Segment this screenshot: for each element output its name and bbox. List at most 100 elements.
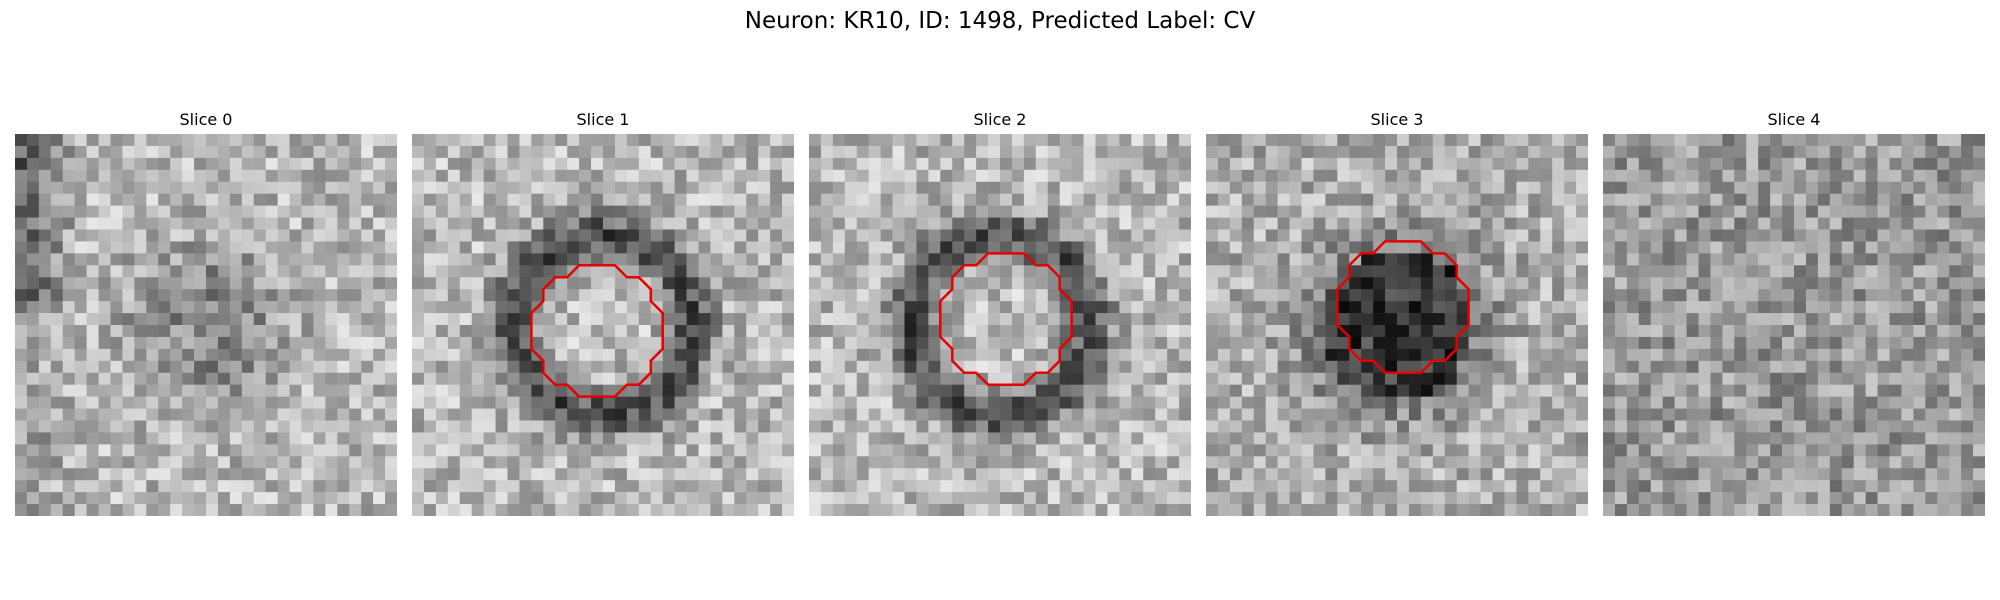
image-pixel bbox=[1444, 289, 1457, 302]
image-pixel bbox=[1011, 396, 1025, 409]
image-pixel bbox=[1552, 145, 1565, 159]
image-pixel bbox=[86, 372, 99, 385]
image-pixel bbox=[1973, 348, 1985, 362]
image-pixel bbox=[1011, 480, 1025, 493]
image-pixel bbox=[471, 205, 484, 218]
image-pixel bbox=[531, 480, 544, 493]
image-pixel bbox=[459, 253, 472, 266]
image-pixel bbox=[98, 289, 111, 302]
image-pixel bbox=[1301, 348, 1314, 362]
image-pixel bbox=[241, 169, 255, 183]
image-pixel bbox=[507, 205, 520, 218]
image-pixel bbox=[988, 289, 1001, 302]
image-pixel bbox=[1325, 360, 1338, 374]
image-pixel bbox=[1480, 408, 1493, 421]
image-pixel bbox=[1805, 420, 1819, 433]
image-pixel bbox=[782, 145, 794, 159]
image-pixel bbox=[1817, 145, 1831, 159]
image-pixel bbox=[1456, 134, 1469, 147]
image-pixel bbox=[1901, 336, 1914, 350]
image-pixel bbox=[880, 217, 893, 230]
image-pixel bbox=[1817, 456, 1831, 469]
image-pixel bbox=[1638, 217, 1652, 230]
image-pixel bbox=[1206, 205, 1219, 218]
image-pixel bbox=[1420, 217, 1434, 230]
image-pixel bbox=[1385, 145, 1398, 159]
image-pixel bbox=[1650, 277, 1663, 290]
image-pixel bbox=[134, 229, 147, 242]
image-pixel bbox=[1973, 336, 1985, 350]
image-pixel bbox=[146, 384, 159, 397]
image-pixel bbox=[734, 348, 747, 362]
image-pixel bbox=[122, 480, 135, 493]
image-pixel bbox=[1925, 289, 1938, 302]
image-pixel bbox=[650, 492, 663, 505]
image-pixel bbox=[1937, 444, 1950, 457]
image-pixel bbox=[1889, 372, 1902, 385]
image-pixel bbox=[1277, 504, 1290, 516]
image-pixel bbox=[1638, 145, 1652, 159]
image-pixel bbox=[495, 289, 508, 302]
image-pixel bbox=[1253, 384, 1266, 397]
image-pixel bbox=[650, 468, 663, 481]
image-pixel bbox=[1167, 348, 1180, 362]
image-pixel bbox=[1023, 480, 1037, 493]
image-pixel bbox=[638, 384, 652, 397]
image-pixel bbox=[110, 253, 123, 266]
image-pixel bbox=[1337, 348, 1350, 362]
image-pixel bbox=[1758, 134, 1771, 147]
image-pixel bbox=[1313, 217, 1326, 230]
image-pixel bbox=[1397, 229, 1410, 242]
image-pixel bbox=[1638, 420, 1652, 433]
image-pixel bbox=[1420, 348, 1434, 362]
image-pixel bbox=[1853, 277, 1866, 290]
image-pixel bbox=[1095, 157, 1108, 171]
image-pixel bbox=[26, 348, 40, 362]
image-pixel bbox=[1408, 468, 1422, 481]
image-pixel bbox=[1408, 372, 1422, 385]
image-pixel bbox=[579, 301, 592, 314]
image-pixel bbox=[1155, 145, 1168, 159]
image-pixel bbox=[1841, 348, 1854, 362]
image-pixel bbox=[1217, 444, 1231, 457]
image-pixel bbox=[710, 325, 723, 338]
image-pixel bbox=[686, 444, 699, 457]
image-pixel bbox=[349, 456, 362, 469]
image-pixel bbox=[1564, 193, 1577, 206]
image-pixel bbox=[50, 372, 64, 385]
image-pixel bbox=[1432, 277, 1446, 290]
image-pixel bbox=[229, 468, 243, 481]
image-pixel bbox=[928, 313, 941, 326]
image-pixel bbox=[531, 277, 544, 290]
image-pixel bbox=[892, 193, 905, 206]
image-pixel bbox=[892, 504, 905, 516]
image-pixel bbox=[1794, 313, 1807, 326]
image-pixel bbox=[1758, 432, 1771, 445]
image-pixel bbox=[1337, 420, 1350, 433]
image-pixel bbox=[373, 289, 386, 302]
image-pixel bbox=[1949, 408, 1962, 421]
image-pixel bbox=[1095, 336, 1108, 350]
image-pixel bbox=[1385, 253, 1398, 266]
image-pixel bbox=[289, 360, 302, 374]
image-pixel bbox=[650, 432, 663, 445]
image-pixel bbox=[1889, 193, 1902, 206]
image-pixel bbox=[1710, 301, 1723, 314]
image-pixel bbox=[722, 360, 735, 374]
image-pixel bbox=[698, 504, 711, 516]
image-pixel bbox=[1337, 217, 1350, 230]
image-pixel bbox=[1564, 325, 1577, 338]
image-pixel bbox=[1385, 420, 1398, 433]
image-pixel bbox=[206, 169, 219, 183]
image-pixel bbox=[519, 313, 532, 326]
image-pixel bbox=[1504, 289, 1517, 302]
image-pixel bbox=[337, 301, 350, 314]
image-pixel bbox=[194, 169, 207, 183]
image-pixel bbox=[1119, 134, 1132, 147]
image-pixel bbox=[1337, 301, 1350, 314]
image-pixel bbox=[1011, 313, 1025, 326]
image-pixel bbox=[229, 444, 243, 457]
image-pixel bbox=[241, 372, 255, 385]
image-pixel bbox=[820, 265, 834, 278]
image-pixel bbox=[1047, 336, 1060, 350]
